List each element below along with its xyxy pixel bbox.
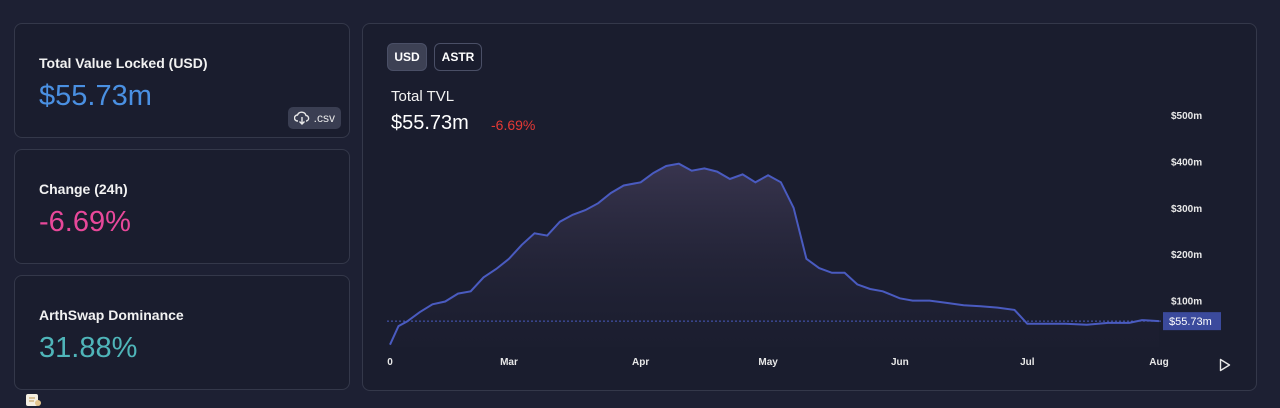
current-value-label: $55.73m (1169, 316, 1212, 328)
play-icon[interactable] (1219, 358, 1231, 372)
astr-toggle[interactable]: ASTR (434, 43, 482, 71)
csv-download-button[interactable]: .csv (287, 107, 341, 129)
cursor-hand-icon (26, 394, 41, 406)
change-label: Change (24h) (39, 181, 128, 197)
y-tick-label: $400m (1171, 157, 1202, 168)
tvl-label: Total Value Locked (USD) (39, 55, 208, 71)
x-tick-label: May (758, 357, 778, 368)
x-tick-label: 0 (387, 357, 393, 368)
dominance-label: ArthSwap Dominance (39, 307, 184, 323)
x-tick-label: Jun (891, 357, 909, 368)
dominance-card: ArthSwap Dominance 31.88% (14, 275, 350, 390)
change-value: -6.69% (39, 206, 131, 238)
chart-change: -6.69% (491, 117, 536, 133)
change-card: Change (24h) -6.69% (14, 149, 350, 264)
y-tick-label: $200m (1171, 250, 1202, 261)
y-tick-label: $100m (1171, 297, 1202, 308)
csv-button-label: .csv (313, 111, 335, 125)
chart-total-value: $55.73m (391, 112, 469, 134)
cloud-download-icon (293, 111, 309, 125)
dominance-value: 31.88% (39, 332, 138, 364)
tvl-area-fill (390, 163, 1159, 347)
tvl-series-line (389, 162, 1160, 346)
tvl-card: Total Value Locked (USD) $55.73m .csv (14, 23, 350, 138)
current-value-tag (1163, 312, 1221, 331)
usd-toggle[interactable]: USD (387, 43, 427, 71)
x-tick-label: Aug (1149, 357, 1168, 368)
chart-title: Total TVL (391, 88, 455, 105)
tvl-area-chart[interactable]: $55.73m $100m $200m $300m $400m $500m 0 Mar Apr M… (363, 24, 1256, 390)
x-tick-label: Mar (500, 357, 518, 368)
y-tick-label: $300m (1171, 204, 1202, 215)
x-tick-label: Jul (1020, 357, 1035, 368)
x-tick-label: Apr (632, 357, 649, 368)
tvl-chart-panel: USD ASTR Total TVL $55.73m -6.69% $55.73… (362, 23, 1257, 391)
y-tick-label: $500m (1171, 111, 1202, 122)
tvl-value: $55.73m (39, 80, 152, 112)
